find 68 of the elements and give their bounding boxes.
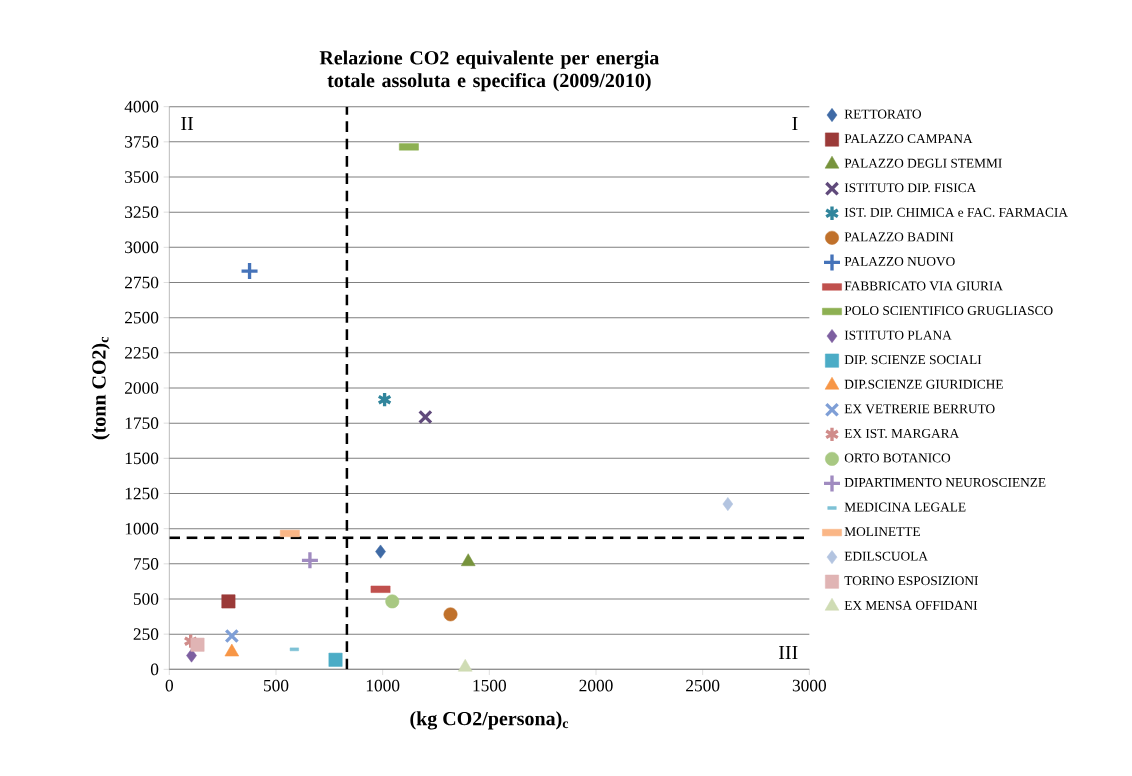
- legend-label: MEDICINA LEGALE: [844, 502, 966, 512]
- annotation: III: [778, 645, 798, 659]
- point: [190, 637, 205, 652]
- y-tick-label: 2500: [125, 311, 159, 324]
- point: [224, 643, 240, 657]
- y-tick-label: 3250: [125, 206, 159, 219]
- legend-label: ISTITUTO PLANA: [844, 330, 952, 340]
- legend-label: FABBRICATO VIA GIURIA: [844, 281, 1003, 291]
- point: [418, 409, 433, 425]
- legend-label: ISTITUTO DIP. FISICA: [844, 183, 977, 193]
- point: [300, 550, 320, 570]
- legend-label: POLO SCIENTIFICO GRUGLIASCO: [844, 306, 1053, 316]
- legend-label: RETTORATO: [844, 109, 922, 119]
- point: [722, 497, 734, 511]
- legend-label: DIP. SCIENZE SOCIALI: [844, 355, 982, 365]
- point: [458, 658, 473, 672]
- y-tick-label: 3000: [125, 241, 159, 254]
- legend-label: PALAZZO CAMPANA: [844, 134, 973, 144]
- y-tick-label: 1500: [125, 452, 159, 465]
- chart-title: Relazione CO2 equivalente per energia totale assoluta e specifica (2009/2010): [319, 50, 660, 92]
- x-tick-label: 3000: [792, 679, 827, 692]
- legend-label: PALAZZO BADINI: [844, 232, 954, 242]
- y-tick-label: 4000: [124, 100, 159, 113]
- legend-label: IST. DIP. CHIMICA e FAC. FARMACIA: [844, 207, 1068, 217]
- y-tick-label: 1000: [125, 522, 159, 535]
- annotation: II: [181, 117, 194, 131]
- y-tick-label: 2250: [125, 346, 159, 359]
- legend-label: PALAZZO NUOVO: [844, 256, 955, 267]
- y-tick-label: 750: [134, 557, 159, 570]
- x-tick-label: 500: [264, 679, 289, 692]
- annotation: I: [792, 117, 798, 131]
- legend-label: ORTO BOTANICO: [844, 453, 951, 463]
- legend-label: MOLINETTE: [844, 527, 920, 537]
- x-tick-label: 2500: [686, 679, 720, 692]
- point: [443, 607, 458, 622]
- legend-label: TORINO ESPOSIZIONI: [844, 576, 978, 586]
- legend-label: DIP.SCIENZE GIURIDICHE: [844, 379, 1003, 389]
- point: [461, 553, 476, 566]
- y-tick-label: 2000: [125, 382, 159, 394]
- point: [328, 652, 343, 667]
- y-axis-title: (tonn CO2)$_{c}$: [91, 336, 110, 440]
- legend-label: EX VETRERIE BERRUTO: [844, 404, 995, 414]
- point: [186, 648, 197, 663]
- point: [375, 544, 386, 559]
- y-tick-label: 0: [150, 663, 159, 676]
- point: [377, 391, 393, 409]
- legend-label: EX MENSA OFFIDANI: [844, 600, 978, 610]
- y-tick-label: 1250: [125, 487, 159, 500]
- legend-label: DIPARTIMENTO NEUROSCIENZE: [844, 478, 1046, 487]
- y-tick-label: 2750: [125, 276, 159, 289]
- y-tick-label: 250: [133, 628, 159, 641]
- y-tick-label: 3500: [125, 171, 159, 183]
- point: [385, 594, 400, 609]
- y-tick-label: 500: [133, 593, 159, 605]
- point: [221, 594, 236, 609]
- x-tick-label: 1500: [473, 679, 507, 692]
- y-tick-label: 3750: [125, 135, 159, 148]
- legend-label: PALAZZO DEGLI STEMMI: [844, 158, 1002, 168]
- legend-label: EDILSCUOLA: [844, 551, 928, 561]
- y-tick-label: 1750: [125, 417, 159, 430]
- legend-label: EX IST. MARGARA: [844, 428, 960, 438]
- x-tick-label: 1000: [366, 679, 400, 692]
- point: [239, 261, 260, 281]
- x-tick-label: 2000: [579, 679, 613, 692]
- x-tick-label: 0: [165, 679, 174, 692]
- x-axis-title: (kg CO2/persona)$_{c}$: [410, 711, 569, 730]
- point: [224, 628, 240, 644]
- point: [183, 632, 199, 650]
